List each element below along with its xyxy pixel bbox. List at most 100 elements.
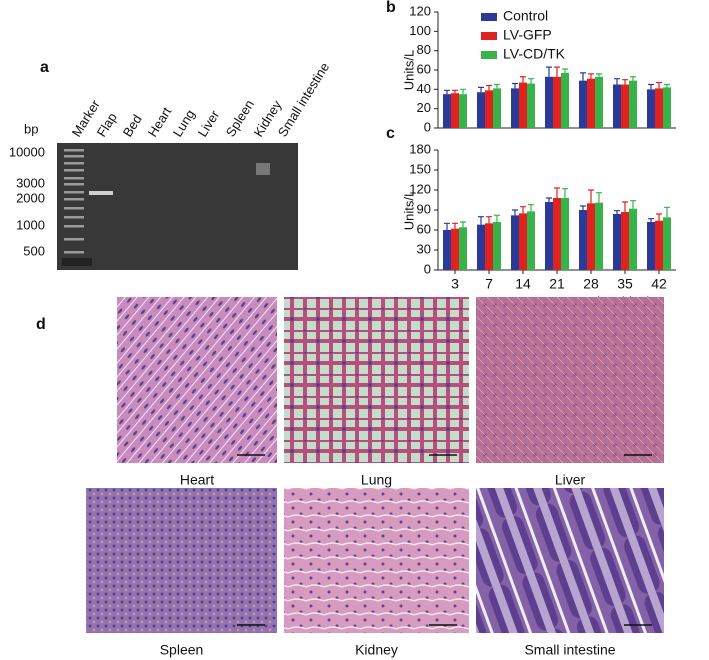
bar xyxy=(613,84,621,128)
y-tick-label: 60 xyxy=(417,61,431,76)
panel-label: a xyxy=(40,59,49,76)
ladder-band xyxy=(64,207,84,210)
error-bar xyxy=(512,209,518,216)
ladder-label: 10000 xyxy=(9,144,45,159)
y-tick-label: 40 xyxy=(417,81,431,96)
bar xyxy=(629,208,637,270)
bar xyxy=(485,223,493,270)
ladder-band xyxy=(64,238,84,241)
y-tick-label: 120 xyxy=(409,181,431,196)
legend-label: Control xyxy=(503,8,548,24)
error-bar xyxy=(444,222,450,230)
ladder-label: 1000 xyxy=(16,217,45,232)
legend-label: LV-GFP xyxy=(503,27,552,43)
error-bar xyxy=(580,205,586,210)
histology-image xyxy=(86,488,277,633)
y-tick-label: 180 xyxy=(409,141,431,156)
x-tick-label: 42 xyxy=(651,276,667,292)
bar xyxy=(663,87,671,128)
error-bar xyxy=(546,66,552,77)
error-bar xyxy=(460,221,466,228)
histology-image xyxy=(117,297,277,463)
bar xyxy=(477,224,485,270)
error-bar xyxy=(494,83,500,89)
bar xyxy=(459,94,467,128)
error-bar xyxy=(622,79,628,85)
error-bar xyxy=(478,216,484,225)
ladder-band xyxy=(64,177,84,180)
panel-label: d xyxy=(36,316,46,333)
image-caption: Liver xyxy=(555,472,586,488)
ladder-band xyxy=(64,162,84,165)
bar xyxy=(629,80,637,128)
bar xyxy=(493,222,501,270)
error-bar xyxy=(520,206,526,214)
error-bar xyxy=(494,214,500,222)
bar xyxy=(621,212,629,270)
bar xyxy=(621,84,629,128)
bar xyxy=(595,76,603,128)
lane-label: Liver xyxy=(195,107,223,139)
error-bar xyxy=(614,78,620,85)
bar xyxy=(579,210,587,270)
y-tick-label: 0 xyxy=(424,261,431,276)
bar xyxy=(511,88,519,128)
y-tick-label: 90 xyxy=(417,201,431,216)
error-bar xyxy=(630,200,636,209)
histology-image xyxy=(284,488,469,633)
error-bar xyxy=(486,84,492,91)
error-bar xyxy=(656,81,662,89)
lane-label: Small intestine xyxy=(275,60,333,140)
ladder-bottom xyxy=(62,258,92,266)
ladder-band xyxy=(64,251,84,254)
bar xyxy=(595,202,603,270)
y-axis-label: Units/L xyxy=(401,190,416,230)
bar xyxy=(545,76,553,128)
bar xyxy=(459,227,467,270)
bar xyxy=(647,89,655,128)
legend-swatch xyxy=(481,32,497,40)
bar xyxy=(485,90,493,128)
histology-image xyxy=(476,488,664,633)
legend-swatch xyxy=(481,51,497,59)
error-bar xyxy=(648,218,654,222)
histology-image xyxy=(476,297,664,463)
ladder-label: 3000 xyxy=(16,175,45,190)
bar xyxy=(587,78,595,128)
error-bar xyxy=(588,189,594,204)
x-tick-label: 28 xyxy=(583,276,599,292)
bar xyxy=(647,222,655,270)
error-bar xyxy=(486,216,492,224)
unit-label: bp xyxy=(24,121,38,136)
bar xyxy=(561,72,569,128)
error-bar xyxy=(596,192,602,203)
x-tick-label: 21 xyxy=(549,276,565,292)
bar xyxy=(579,80,587,128)
error-bar xyxy=(546,197,552,202)
bar xyxy=(519,82,527,128)
ladder-label: 2000 xyxy=(16,190,45,205)
error-bar xyxy=(444,89,450,95)
bar xyxy=(545,202,553,270)
error-bar xyxy=(460,88,466,95)
bar xyxy=(663,217,671,270)
error-bar xyxy=(512,82,518,89)
legend-label: LV-CD/TK xyxy=(503,46,566,62)
ladder-band xyxy=(64,155,84,158)
error-bar xyxy=(664,206,670,218)
y-tick-label: 150 xyxy=(409,161,431,176)
x-tick-label: 14 xyxy=(515,276,531,292)
error-bar xyxy=(554,66,560,77)
image-caption: Heart xyxy=(180,472,214,488)
x-tick-label: 7 xyxy=(485,276,493,292)
error-bar xyxy=(528,78,534,84)
ladder-band xyxy=(64,169,84,172)
bar xyxy=(451,228,459,270)
y-tick-label: 0 xyxy=(424,119,431,134)
ladder-label: 500 xyxy=(23,243,45,258)
bar xyxy=(613,214,621,270)
panel-label: c xyxy=(386,125,395,142)
image-caption: Spleen xyxy=(160,642,204,658)
histology-image xyxy=(284,297,469,463)
